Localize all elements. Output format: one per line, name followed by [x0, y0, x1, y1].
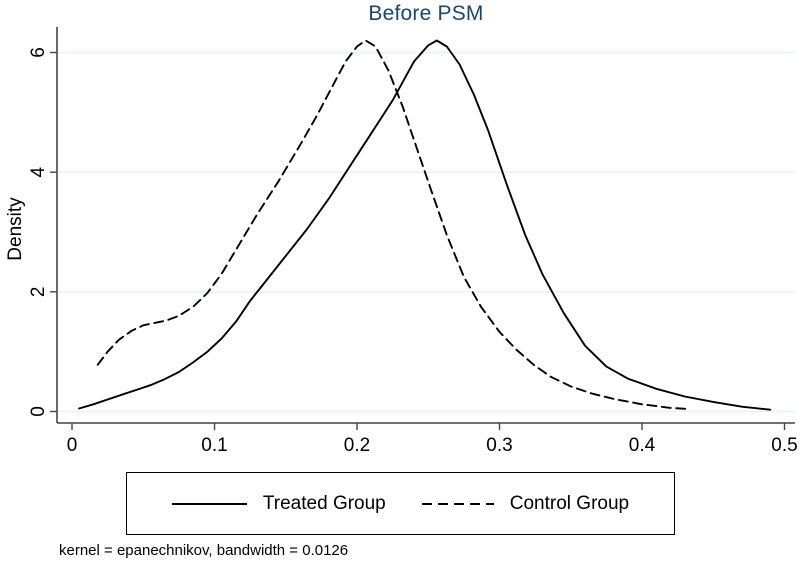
y-tick-label: 6 — [28, 47, 49, 58]
kernel-footnote: kernel = epanechnikov, bandwidth = 0.012… — [59, 542, 349, 559]
treated-line-sample-icon — [171, 502, 247, 505]
x-tick-label: 0.4 — [629, 435, 656, 456]
chart-title: Before PSM — [368, 2, 484, 25]
legend-label-control: Control Group — [509, 492, 630, 514]
control-curve — [96, 39, 692, 411]
y-tick-label: 4 — [28, 166, 49, 177]
control-line-sample-icon — [421, 502, 494, 505]
legend: Treated Group Control Group — [126, 472, 675, 535]
x-tick-label: 0.3 — [486, 435, 512, 456]
y-axis-title: Density — [5, 197, 26, 261]
legend-item-control: Control Group — [421, 492, 630, 515]
y-tick-label: 2 — [28, 287, 49, 298]
x-tick-label: 0.5 — [771, 435, 797, 456]
x-tick-label: 0 — [67, 435, 78, 456]
x-tick-label: 0.2 — [344, 435, 370, 456]
treated-curve — [78, 39, 772, 411]
legend-label-treated: Treated Group — [262, 492, 386, 514]
legend-item-treated: Treated Group — [171, 492, 386, 515]
x-tick-label: 0.1 — [201, 435, 227, 456]
y-tick-label: 0 — [28, 406, 49, 417]
